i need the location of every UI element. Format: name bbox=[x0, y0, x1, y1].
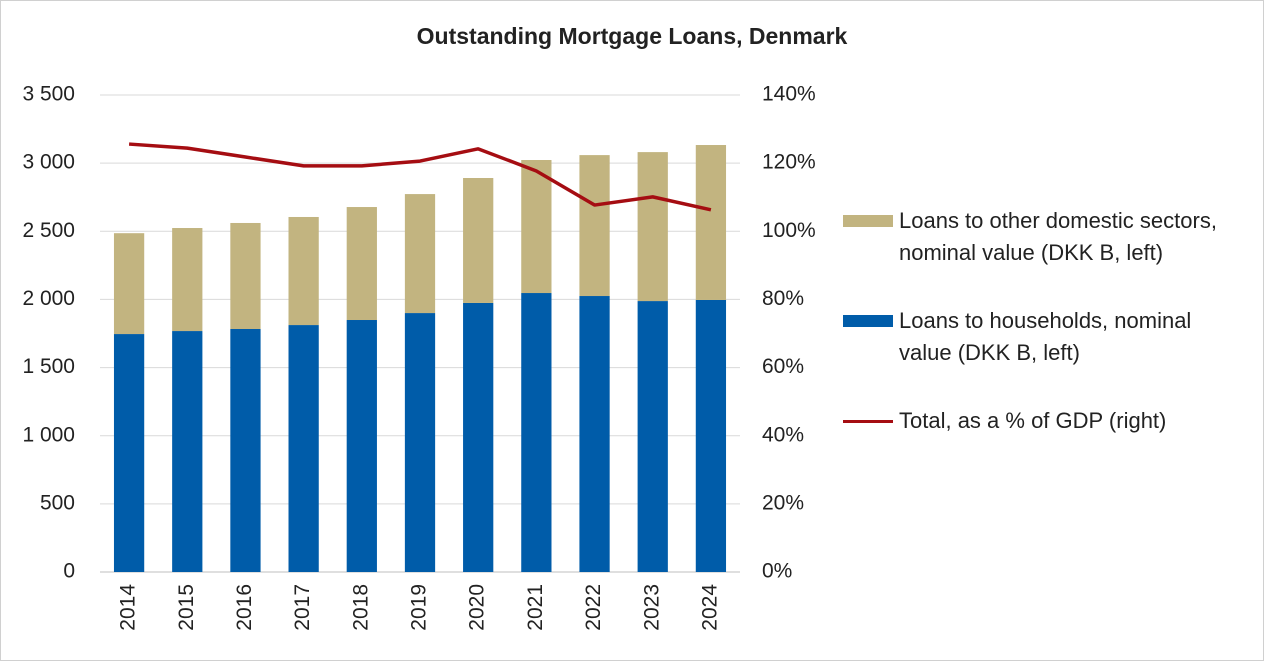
y2-tick-label: 100% bbox=[762, 219, 816, 242]
bar bbox=[637, 152, 668, 302]
bar bbox=[463, 302, 494, 572]
y-tick-label: 500 bbox=[40, 491, 75, 514]
y2-tick-label: 20% bbox=[762, 491, 804, 514]
bar bbox=[521, 160, 552, 294]
y2-tick-label: 120% bbox=[762, 151, 816, 174]
legend-item: Loans to households, nominal value (DKK … bbox=[843, 305, 1249, 369]
bar bbox=[695, 145, 727, 300]
legend-swatch bbox=[843, 420, 893, 423]
legend-item: Total, as a % of GDP (right) bbox=[843, 405, 1249, 437]
x-tick-label: 2020 bbox=[466, 584, 489, 631]
y2-tick-label: 40% bbox=[762, 423, 804, 446]
legend-item: Loans to other domestic sectors, nominal… bbox=[843, 205, 1249, 269]
bar bbox=[113, 334, 145, 572]
bar bbox=[404, 194, 436, 314]
bar bbox=[404, 313, 436, 572]
bar bbox=[230, 329, 261, 572]
y2-tick-label: 60% bbox=[762, 355, 804, 378]
x-tick-label: 2017 bbox=[291, 584, 314, 631]
x-tick-label: 2021 bbox=[524, 584, 547, 631]
bar bbox=[113, 233, 145, 335]
legend-label: Total, as a % of GDP (right) bbox=[899, 408, 1167, 433]
bar bbox=[288, 216, 319, 326]
y2-tick-label: 0% bbox=[762, 560, 792, 583]
legend-label: Loans to households, nominal value (DKK … bbox=[899, 308, 1192, 365]
x-tick-label: 2015 bbox=[175, 584, 198, 631]
x-tick-label: 2016 bbox=[233, 584, 256, 631]
y-tick-label: 2 000 bbox=[22, 287, 75, 310]
bar bbox=[579, 296, 610, 572]
x-tick-label: 2019 bbox=[408, 584, 431, 631]
legend-swatch bbox=[843, 315, 893, 327]
y-tick-label: 3 000 bbox=[22, 151, 75, 174]
y-tick-label: 1 500 bbox=[22, 355, 75, 378]
y-tick-label: 0 bbox=[63, 560, 75, 583]
bar bbox=[288, 325, 319, 572]
legend-label: Loans to other domestic sectors, nominal… bbox=[899, 208, 1217, 265]
bar bbox=[346, 320, 377, 572]
bar bbox=[463, 177, 494, 303]
y-tick-label: 3 500 bbox=[22, 83, 75, 106]
x-tick-label: 2022 bbox=[582, 584, 605, 631]
bar bbox=[695, 299, 727, 572]
bar bbox=[637, 301, 668, 572]
bar bbox=[230, 222, 261, 330]
bar bbox=[172, 228, 203, 332]
bar bbox=[172, 331, 203, 572]
x-tick-label: 2018 bbox=[349, 584, 372, 631]
line bbox=[128, 142, 712, 212]
bar bbox=[346, 207, 377, 321]
legend-swatch bbox=[843, 215, 893, 227]
y2-tick-label: 80% bbox=[762, 287, 804, 310]
y-tick-label: 2 500 bbox=[22, 219, 75, 242]
bar bbox=[579, 155, 610, 297]
y-tick-label: 1 000 bbox=[22, 423, 75, 446]
x-tick-label: 2023 bbox=[640, 584, 663, 631]
y2-tick-label: 140% bbox=[762, 83, 816, 106]
x-tick-label: 2014 bbox=[117, 584, 140, 631]
chart-title: Outstanding Mortgage Loans, Denmark bbox=[417, 23, 848, 49]
x-tick-label: 2024 bbox=[698, 584, 721, 631]
bar bbox=[521, 293, 552, 572]
